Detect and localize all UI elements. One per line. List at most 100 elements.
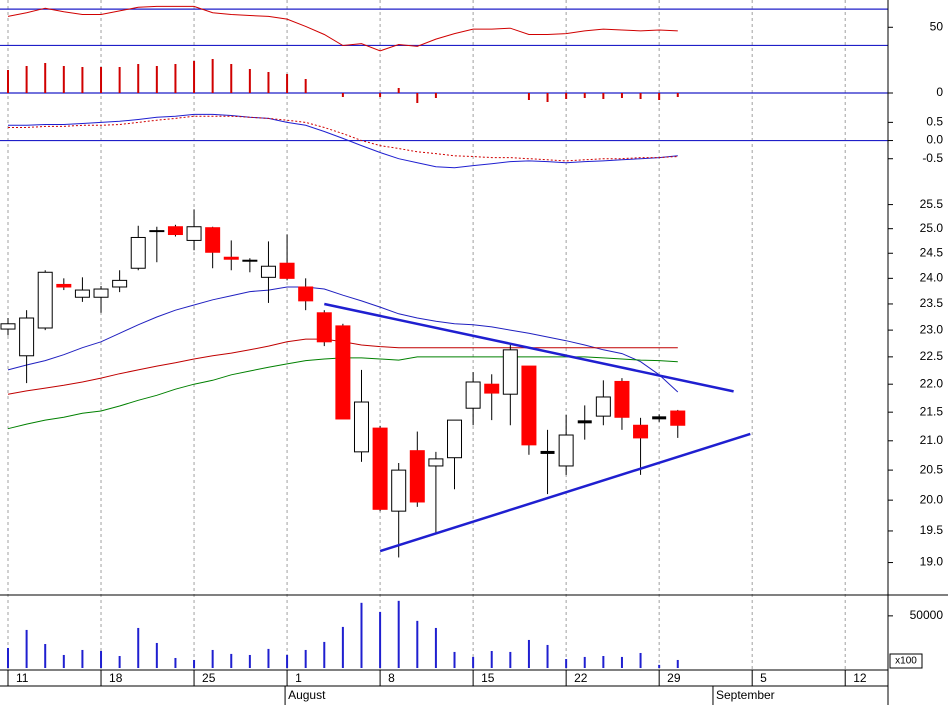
bar [527, 639, 530, 668]
candle-body [56, 283, 72, 288]
candle-body [391, 469, 407, 512]
candle-body [298, 286, 314, 302]
bar [230, 653, 233, 668]
candle-body [447, 419, 463, 459]
candle-body [112, 279, 128, 288]
candle-body [316, 312, 332, 343]
candle-body [93, 288, 109, 298]
trendline [379, 432, 751, 553]
bar [379, 611, 382, 668]
bar [304, 649, 307, 668]
y-tick-label: -0.5 [922, 151, 943, 165]
bar [565, 93, 568, 99]
bar [676, 93, 679, 97]
candle-body [130, 236, 146, 269]
candle-body [428, 458, 444, 467]
x-tick-label: 15 [481, 671, 495, 685]
y-tick-label: 0 [936, 85, 943, 99]
bar [360, 602, 363, 668]
bar [323, 641, 326, 668]
y-tick-label: 23.0 [920, 322, 944, 336]
bar [304, 79, 307, 93]
candle-body [502, 349, 518, 395]
x-tick-label: 5 [760, 671, 767, 685]
bar [341, 626, 344, 668]
x-tick-label: 8 [388, 671, 395, 685]
bar [286, 74, 289, 93]
bar [490, 651, 493, 668]
bar [137, 64, 140, 93]
bar [546, 93, 549, 102]
bar [620, 656, 623, 668]
bar [341, 93, 344, 97]
line-series [7, 286, 679, 393]
candle-body [614, 380, 630, 418]
candle-body [521, 365, 537, 446]
line-series [7, 5, 678, 52]
x-tick-label: 22 [574, 671, 588, 685]
y-tick-label: 0.5 [926, 115, 943, 129]
bar [509, 651, 512, 668]
bar [658, 664, 661, 668]
bar [25, 629, 28, 668]
bar [100, 651, 103, 668]
bar [211, 649, 214, 668]
bar [230, 64, 233, 93]
line-series [8, 113, 678, 169]
candle-body [335, 325, 351, 420]
bar [118, 656, 121, 668]
bar [44, 63, 47, 93]
candle-body [353, 401, 369, 453]
bar [62, 66, 65, 93]
x-tick-label: 11 [16, 671, 29, 685]
y-tick-label: 19.5 [920, 523, 944, 537]
candle-body [279, 262, 295, 279]
y-tick-label: 22.0 [920, 376, 944, 390]
y-tick-label: 23.5 [920, 296, 944, 310]
bar [286, 654, 289, 668]
y-tick-label: 21.0 [920, 433, 944, 447]
line-series [8, 115, 678, 162]
bar [137, 627, 140, 668]
bar [676, 659, 679, 668]
candle-body [0, 323, 16, 330]
bar [583, 656, 586, 668]
candle-body [595, 396, 611, 417]
bar [174, 657, 177, 668]
candle-body [186, 226, 202, 241]
bar [546, 644, 549, 668]
candle-body [74, 289, 90, 298]
y-tick-label: 19.0 [920, 555, 944, 569]
bar [416, 620, 419, 668]
bar [25, 66, 28, 93]
x-tick-label: 12 [853, 671, 867, 685]
bar [658, 93, 661, 100]
bar [100, 67, 103, 93]
bar [193, 61, 196, 93]
candle-body [19, 317, 35, 357]
bar [639, 93, 642, 99]
y-tick-label: 50 [930, 19, 944, 33]
y-tick-label: 21.5 [920, 404, 944, 418]
bar [118, 67, 121, 93]
y-tick-label: 20.0 [920, 492, 944, 506]
y-tick-label: 0.0 [926, 133, 943, 147]
bar [397, 88, 400, 93]
candle-body [633, 424, 649, 439]
bar [434, 93, 437, 98]
x-tick-label: 18 [109, 671, 123, 685]
bar [397, 600, 400, 668]
bar [155, 66, 158, 93]
unit-label: x100 [895, 656, 917, 667]
candle-body [670, 410, 686, 426]
bar [602, 656, 605, 668]
bar [248, 69, 251, 93]
bar [62, 654, 65, 668]
unit-box [889, 653, 923, 669]
candle-body [260, 265, 276, 278]
y-tick-label: 24.5 [920, 245, 944, 259]
bar [583, 93, 586, 98]
